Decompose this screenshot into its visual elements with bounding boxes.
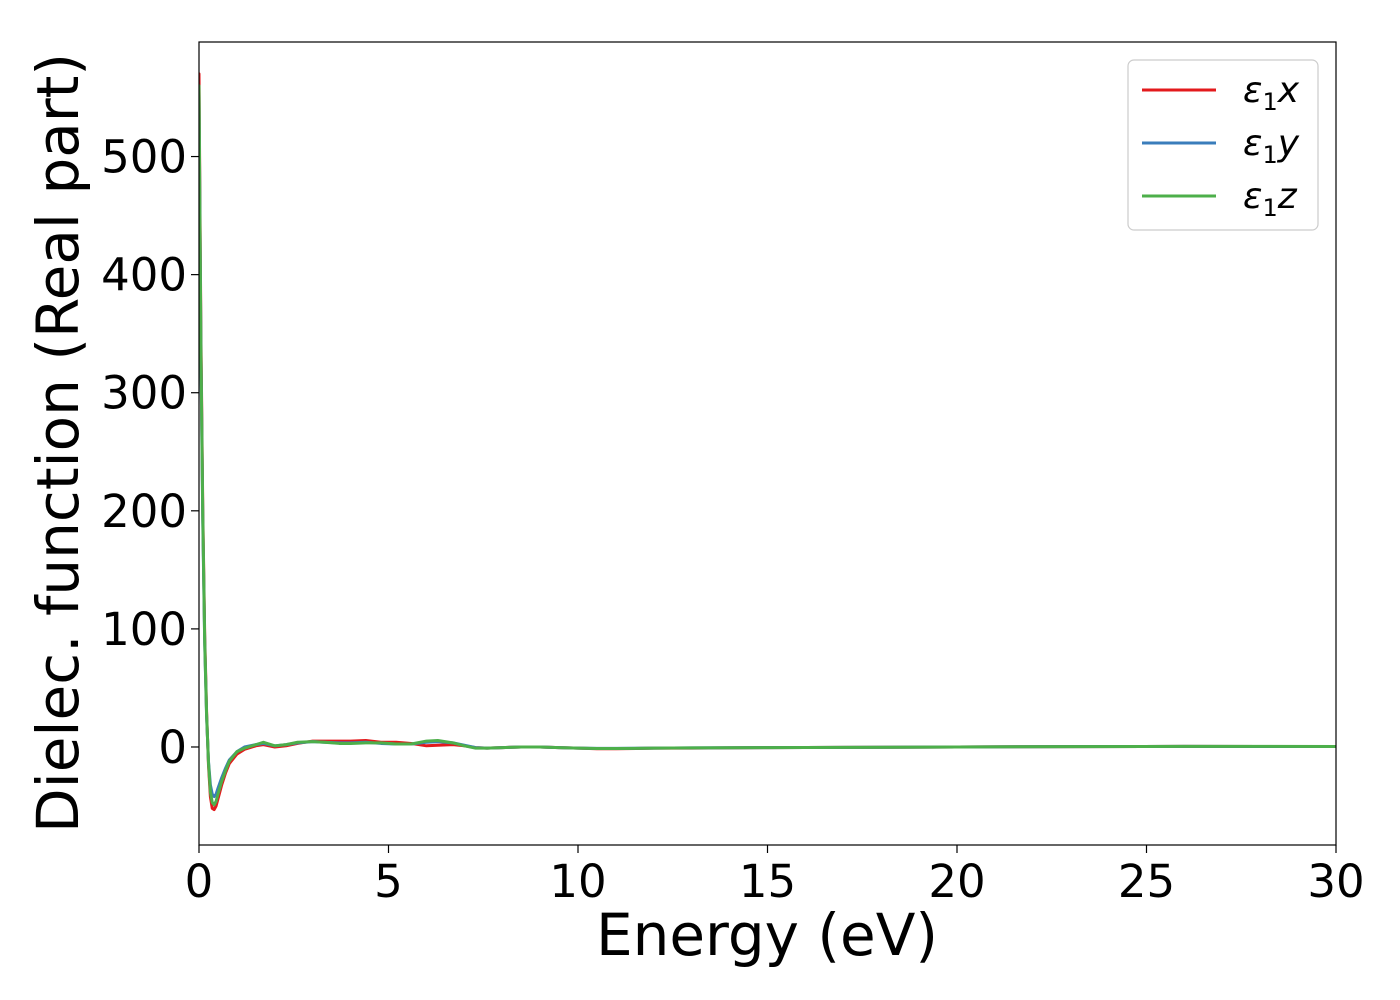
legend-subscript: 1 xyxy=(1262,141,1277,169)
x-tick-label: 10 xyxy=(549,855,606,908)
legend-box xyxy=(1127,59,1319,231)
x-tick-label: 15 xyxy=(739,855,796,908)
x-tick-label: 30 xyxy=(1307,855,1364,908)
legend-label-x: ε1x xyxy=(1243,70,1300,116)
x-tick-label: 5 xyxy=(374,855,403,908)
series-layer xyxy=(199,72,1336,812)
x-axis-label: Energy (eV) xyxy=(596,901,938,969)
y-tick-label: 100 xyxy=(101,603,187,656)
x-tick-label: 25 xyxy=(1118,855,1175,908)
legend-symbol: ε xyxy=(1243,123,1262,164)
legend-suffix: z xyxy=(1277,176,1298,217)
x-tick-label: 0 xyxy=(185,855,214,908)
legend-suffix: y xyxy=(1277,123,1300,164)
legend-suffix: x xyxy=(1277,70,1300,111)
y-tick-label: 200 xyxy=(101,485,187,538)
legend-label-z: ε1z xyxy=(1243,176,1298,222)
y-axis-label: Dielec. function (Real part) xyxy=(24,53,92,833)
legend-subscript: 1 xyxy=(1262,194,1277,222)
y-tick-label: 0 xyxy=(158,721,187,774)
legend-subscript: 1 xyxy=(1262,88,1277,116)
legend-symbol: ε xyxy=(1243,176,1262,217)
y-tick-label: 500 xyxy=(101,131,187,184)
series-line-z xyxy=(199,84,1336,807)
legend-symbol: ε xyxy=(1243,70,1262,111)
x-tick-label: 20 xyxy=(928,855,985,908)
x-axis-ticks: 0 5 10 15 20 25 30 xyxy=(185,845,1365,908)
y-axis-ticks: 0 100 200 300 400 500 xyxy=(101,131,199,774)
legend-label-y: ε1y xyxy=(1243,123,1300,169)
y-tick-label: 300 xyxy=(101,367,187,420)
y-tick-label: 400 xyxy=(101,249,187,302)
